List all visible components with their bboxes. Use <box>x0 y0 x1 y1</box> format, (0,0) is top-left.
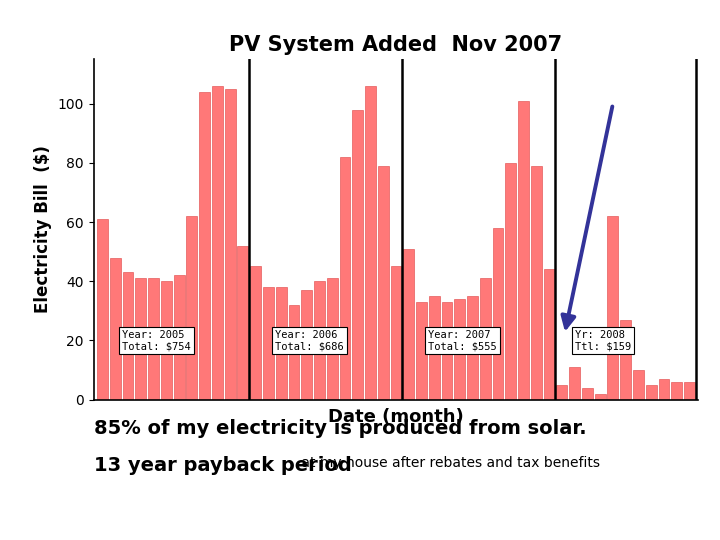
Bar <box>659 379 670 400</box>
Bar <box>505 163 516 400</box>
Bar <box>646 385 657 400</box>
Bar <box>263 287 274 400</box>
Text: Year: 2005
Total: $754: Year: 2005 Total: $754 <box>122 329 190 351</box>
Bar <box>390 266 402 400</box>
Bar <box>378 166 389 400</box>
Bar <box>492 228 503 400</box>
Y-axis label: Electricity Bill  ($): Electricity Bill ($) <box>34 146 52 313</box>
Bar <box>684 382 695 400</box>
Bar <box>238 246 248 400</box>
Bar <box>570 367 580 400</box>
Bar <box>276 287 287 400</box>
Bar <box>441 302 452 400</box>
Bar <box>671 382 682 400</box>
Bar <box>608 216 618 400</box>
Bar <box>327 278 338 400</box>
Bar <box>301 290 312 400</box>
Bar <box>314 281 325 400</box>
Bar <box>122 272 133 400</box>
Bar <box>582 388 593 400</box>
Title: PV System Added  Nov 2007: PV System Added Nov 2007 <box>230 35 562 55</box>
Bar <box>110 258 121 400</box>
Bar <box>429 296 440 400</box>
Bar <box>633 370 644 400</box>
Bar <box>135 278 146 400</box>
Bar <box>416 302 427 400</box>
Bar <box>544 269 554 400</box>
Bar <box>199 92 210 400</box>
X-axis label: Date (month): Date (month) <box>328 408 464 426</box>
Bar <box>97 219 108 400</box>
Bar <box>225 89 235 400</box>
Bar <box>289 305 300 400</box>
Text: at my house after rebates and tax benefits: at my house after rebates and tax benefi… <box>297 456 600 470</box>
Text: Year: 2006
Total: $686: Year: 2006 Total: $686 <box>275 329 343 351</box>
Bar <box>620 320 631 400</box>
Bar <box>403 249 414 400</box>
Text: Yr: 2008
Ttl: $159: Yr: 2008 Ttl: $159 <box>575 329 631 351</box>
Bar <box>148 278 159 400</box>
Bar <box>251 266 261 400</box>
Bar <box>518 101 529 400</box>
Text: Year: 2007
Total: $555: Year: 2007 Total: $555 <box>428 329 497 351</box>
Bar <box>365 86 376 400</box>
Bar <box>480 278 491 400</box>
Text: 13 year payback period: 13 year payback period <box>94 456 351 475</box>
Bar <box>174 275 184 400</box>
Bar <box>557 385 567 400</box>
Bar <box>531 166 541 400</box>
Bar <box>186 216 197 400</box>
Bar <box>352 110 363 400</box>
Bar <box>595 394 606 400</box>
Bar <box>467 296 478 400</box>
Bar <box>161 281 172 400</box>
Bar <box>212 86 222 400</box>
Text: 85% of my electricity is produced from solar.: 85% of my electricity is produced from s… <box>94 418 586 437</box>
Bar <box>454 299 465 400</box>
Bar <box>340 157 351 400</box>
